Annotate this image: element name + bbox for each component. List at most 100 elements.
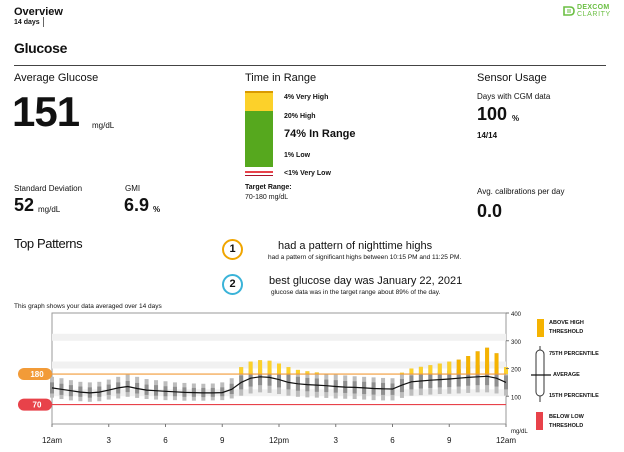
above-threshold-bar [456,359,461,375]
legend-above-label: ABOVE HIGH THRESHOLD [549,320,584,335]
above-threshold-bar [504,367,508,375]
chart-note: This graph shows your data averaged over… [14,303,162,310]
p25-p75-bar [248,371,253,387]
tir-very-low-label: <1% Very Low [284,170,331,177]
x-tick-label: 3 [107,436,112,445]
above-threshold-bar [258,360,263,375]
cgm-days-value: 100 [477,104,508,124]
brand-name: DEXCOM [577,4,610,11]
y-tick-label: 400 [511,312,522,318]
x-tick-label: 9 [220,436,225,445]
pattern-2-headline: best glucose day was January 22, 2021 [269,275,463,287]
overview-title: Overview [14,6,63,18]
above-threshold-bar [437,363,442,375]
above-threshold-bar [409,368,414,375]
threshold-pill-70 [18,398,52,411]
calibrations-value: 0.0 [477,201,503,221]
period-label: 14 days [14,19,40,26]
y-tick-label: 300 [511,340,522,346]
cgm-days-label: Days with CGM data [477,92,551,101]
gmi-label: GMI [125,184,141,193]
above-threshold-bar [277,363,281,375]
above-threshold-bar [494,353,499,375]
avg-glucose-unit: mg/dL [92,121,115,130]
p25-p75-bar [220,387,225,397]
tir-very-low-bar [245,175,273,176]
threshold-label-70: 70 [33,401,42,410]
target-range-label: Target Range: [245,184,292,191]
tir-in-range-bar [245,111,273,167]
calibrations-label: Avg. calibrations per day [477,187,565,196]
tir-title: Time in Range [245,72,317,84]
tir-very-high-bar [245,91,273,93]
tir-low-label: 1% Low [284,152,311,159]
top-patterns-title: Top Patterns [14,236,83,251]
above-threshold-bar [399,372,404,375]
threshold-label-180: 180 [30,370,44,379]
x-tick-label: 6 [163,436,168,445]
pattern-1-detail: had a pattern of significant highs betwe… [268,254,462,261]
pattern-2-detail: glucose data was in the target range abo… [271,289,441,296]
tir-low-bar [245,171,273,173]
tir-in-range-label: 74% In Range [284,128,356,140]
pattern-1-headline: had a pattern of nighttime highs [278,240,433,252]
legend-average-label: AVERAGE [553,372,580,378]
cgm-days-count: 14/14 [477,131,498,140]
above-threshold-bar [466,356,471,375]
x-tick-label: 12am [42,436,62,445]
p25-p75-bar [485,364,490,386]
section-divider [14,65,606,66]
p25-p75-bar [475,365,480,386]
above-threshold-bar [295,369,300,375]
std-dev-value: 52 [14,195,35,215]
pattern-2-badge: 2 [222,274,243,295]
tir-high-label: 20% High [284,113,316,120]
y-tick-label: 200 [511,368,522,374]
y-tick-label: 100 [511,395,522,401]
x-tick-label: 9 [447,436,452,445]
y-axis-unit: mg/dL [511,429,528,435]
above-threshold-bar [248,361,253,375]
x-tick-label: 12am [496,436,516,445]
tir-high-bar [245,93,273,111]
gmi-value: 6.9 [124,195,150,215]
legend-below-swatch [536,412,543,430]
above-threshold-bar [239,367,244,375]
legend-p25-label: 15TH PERCENTILE [549,393,599,399]
p25-p75-bar [494,367,499,387]
x-tick-label: 3 [334,436,339,445]
legend-above-swatch [537,319,544,337]
tir-very-high-label: 4% Very High [284,94,329,101]
above-threshold-bar [314,372,319,375]
chart-legend [531,319,551,430]
above-threshold-bar [267,360,272,375]
std-dev-unit: mg/dL [38,205,61,214]
above-threshold-bar [475,351,480,375]
header-divider [43,17,44,27]
x-tick-label: 6 [390,436,395,445]
avg-glucose-value: 151 [12,88,80,135]
above-threshold-bar [418,366,423,375]
above-threshold-bar [485,347,490,375]
above-threshold-bar [286,367,291,375]
above-threshold-bar [447,361,452,375]
legend-below-label: BELOW LOW THRESHOLD [549,414,584,429]
p25-p75-bar [466,367,471,386]
gmi-unit: % [153,205,161,214]
cgm-days-unit: % [512,114,520,123]
x-tick-label: 12pm [269,436,289,445]
above-threshold-bar [305,371,310,375]
std-dev-label: Standard Deviation [14,184,83,193]
section-title: Glucose [14,40,68,56]
legend-percentile-capsule [535,349,545,397]
threshold-pill-180 [18,368,52,381]
target-range-value: 70-180 mg/dL [245,194,289,201]
sensor-usage-title: Sensor Usage [477,72,547,84]
above-threshold-bar [428,365,433,375]
grid-band-2 [52,333,506,341]
brand-subtitle: CLARITY [577,11,611,18]
average-line [51,375,507,394]
avg-glucose-label: Average Glucose [14,72,99,84]
pattern-1-badge: 1 [222,239,243,260]
